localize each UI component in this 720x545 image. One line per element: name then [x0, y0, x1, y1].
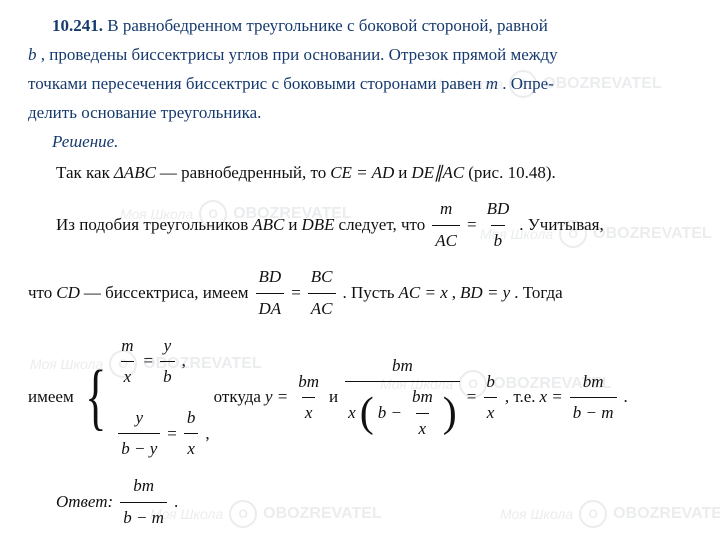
l3-frac2: BC AC — [308, 262, 336, 324]
var-b: b — [28, 45, 37, 64]
problem-statement: 10.241. В равнобедренном треугольнике с … — [28, 12, 698, 128]
l2-t1: ABC — [252, 210, 284, 241]
answer-dot: . — [174, 487, 178, 518]
answer-line: Ответ: bm b − m . — [28, 471, 698, 533]
l1-eq2: DE∥AC — [411, 158, 464, 189]
l3-d: . Тогда — [514, 278, 562, 309]
l3-acx: AC = x — [399, 278, 448, 309]
solution-line-1: Так как ΔABC — равнобедренный, то CE = A… — [28, 158, 698, 189]
l1-b: — равнобедренный, то — [160, 158, 326, 189]
problem-text-3a: точками пересечения биссектрис с боковым… — [28, 74, 481, 93]
l2-and: и — [288, 210, 297, 241]
l1-fig: (рис. 10.48). — [468, 158, 555, 189]
l3-bdy: BD = y — [460, 278, 510, 309]
l2-frac1: m AC — [432, 194, 460, 256]
l3-a: что — [28, 278, 52, 309]
solution-line-3: что CD — биссектриса, имеем BD DA = BC A… — [28, 262, 698, 324]
solution-line-2: Из подобия треугольников ABC и DBE следу… — [28, 194, 698, 256]
l1-tri: ΔABC — [114, 158, 156, 189]
l3-comma: , — [452, 278, 456, 309]
l4-a: имеем — [28, 382, 74, 413]
l3-b: — биссектриса, имеем — [84, 278, 249, 309]
problem-number: 10.241. — [52, 16, 103, 35]
l4-eq2: = — [467, 382, 477, 413]
l3-frac1: BD DA — [256, 262, 285, 324]
solution-label: Решение. — [52, 132, 698, 152]
problem-text-3b: . Опре- — [502, 74, 554, 93]
l4-yeq: y = — [265, 382, 288, 413]
paren-right-icon: ) — [443, 399, 457, 428]
l3-c: . Пусть — [343, 278, 395, 309]
paren-left-icon: ( — [360, 399, 374, 428]
problem-text-2: , проведены биссектрисы углов при основа… — [41, 45, 558, 64]
l2-eq: = — [467, 210, 477, 241]
l2-a: Из подобия треугольников — [56, 210, 248, 241]
l3-cd: CD — [56, 278, 80, 309]
l2-frac2: BD b — [484, 194, 513, 256]
brace-icon: { — [85, 368, 106, 427]
l4-yfrac: bm x — [295, 367, 322, 429]
l1-and: и — [398, 158, 407, 189]
problem-text-1a: В равнобедренном треугольнике с боковой … — [107, 16, 548, 35]
solution-line-4: имеем { mx = yb , yb − y = bx , откуда y… — [28, 331, 698, 465]
equation-system: { mx = yb , yb − y = bx , — [78, 331, 210, 465]
var-m: m — [486, 74, 498, 93]
l3-eq: = — [291, 278, 301, 309]
l4-and: и — [329, 382, 338, 413]
l4-bigfrac: bm x ( b − bmx ) — [345, 351, 460, 445]
problem-text-4: делить основание треугольника. — [28, 103, 261, 122]
l4-xfrac: bm b − m — [570, 367, 617, 429]
l2-b: следует, что — [339, 210, 426, 241]
l4-dot: . — [624, 382, 628, 413]
l4-ie: , т.е. — [505, 382, 536, 413]
l4-xeq: x = — [540, 382, 563, 413]
l4-b: откуда — [214, 382, 261, 413]
answer-frac: bm b − m — [120, 471, 167, 533]
l1-eq1: CE = AD — [330, 158, 394, 189]
page: 10.241. В равнобедренном треугольнике с … — [0, 0, 720, 545]
answer-label: Ответ: — [56, 487, 113, 518]
l2-c: . Учитывая, — [519, 210, 603, 241]
l4-rfrac: b x — [483, 367, 498, 429]
l1-a: Так как — [56, 158, 110, 189]
l2-t2: DBE — [301, 210, 334, 241]
